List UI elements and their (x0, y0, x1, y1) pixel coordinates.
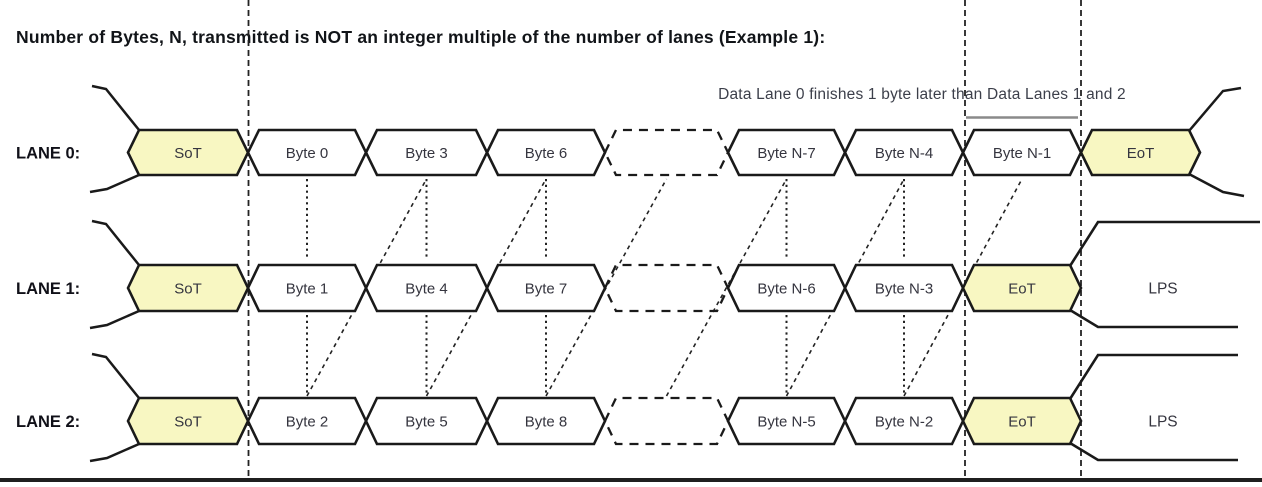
bus-open-bottom-line (89, 173, 140, 194)
bus-open-top-line (91, 84, 140, 131)
figure-title: Number of Bytes, N, transmitted is NOT a… (16, 27, 826, 47)
cell-label: Byte 8 (525, 414, 568, 431)
cell-label: Byte N-5 (757, 414, 815, 431)
cell-label: SoT (174, 414, 202, 431)
cell-label: Byte 0 (286, 145, 329, 162)
cell-label: Byte N-2 (875, 414, 933, 431)
cell-label: Byte 6 (525, 145, 568, 162)
cell-label: Byte 3 (405, 145, 448, 162)
cell-label: Byte N-6 (757, 281, 815, 298)
lane-label: LANE 0: (16, 145, 80, 163)
lane0-cell-eot-eot (1079, 128, 1202, 177)
lps-label: LPS (1148, 281, 1177, 298)
bus-close-bottom-line (1188, 172, 1245, 198)
cell-label: EoT (1008, 281, 1036, 298)
lane-label: LANE 1: (16, 280, 80, 298)
byte-order-wrap-connector (545, 178, 668, 397)
cell-label: EoT (1008, 414, 1036, 431)
lane1-cell-gap (603, 263, 730, 313)
lane1-cell-eot-eot (961, 263, 1083, 313)
lps-top-rail (1068, 353, 1238, 400)
cell-label: Byte 7 (525, 281, 568, 298)
lps-label: LPS (1148, 414, 1177, 431)
cell-label: Byte N-4 (875, 145, 933, 162)
lane0-finish-annotation: Data Lane 0 finishes 1 byte later than D… (718, 86, 1126, 103)
bus-close-top-line (1188, 86, 1242, 132)
lps-top-rail (1068, 220, 1260, 267)
cell-label: EoT (1127, 145, 1155, 162)
cell-label: Byte N-3 (875, 281, 933, 298)
bus-open-top-line (91, 219, 140, 266)
bus-open-top-line (91, 352, 140, 399)
bus-open-bottom-line (89, 442, 140, 463)
lane2-cell-eot-eot (961, 396, 1083, 446)
figure-bottom-border (0, 478, 1262, 482)
cell-label: Byte 4 (405, 281, 448, 298)
lps-bottom-rail (1069, 308, 1238, 329)
cell-label: SoT (174, 281, 202, 298)
cell-label: Byte N-7 (757, 145, 815, 162)
lane-label: LANE 2: (16, 413, 80, 431)
cell-label: Byte 5 (405, 414, 448, 431)
cell-label: Byte 2 (286, 414, 329, 431)
lps-bottom-rail (1069, 441, 1238, 462)
lane2-cell-gap (603, 396, 730, 446)
lane0-cell-gap (603, 128, 730, 177)
cell-label: Byte N-1 (993, 145, 1051, 162)
bus-open-bottom-line (89, 309, 140, 330)
cell-label: SoT (174, 145, 202, 162)
cell-label: Byte 1 (286, 281, 329, 298)
